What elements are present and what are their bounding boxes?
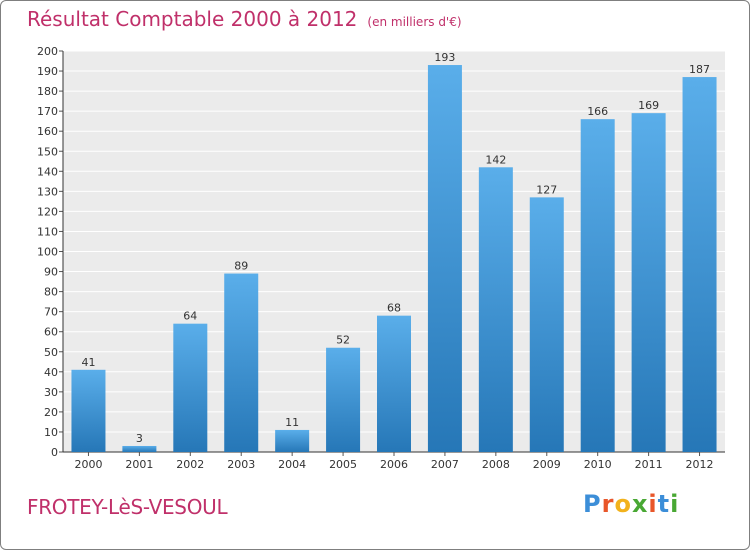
- x-tick-label: 2000: [74, 458, 102, 471]
- data-label: 166: [587, 105, 608, 118]
- x-tick-label: 2004: [278, 458, 306, 471]
- y-tick-label: 80: [44, 286, 58, 299]
- chart-title: Résultat Comptable 2000 à 2012: [27, 7, 358, 31]
- y-tick-label: 40: [44, 366, 58, 379]
- data-label: 187: [689, 63, 710, 76]
- logo-letter: r: [601, 490, 615, 518]
- data-label: 68: [387, 302, 401, 315]
- data-label: 169: [638, 99, 659, 112]
- proxiti-logo: Proxiti: [583, 490, 679, 518]
- y-tick-label: 50: [44, 346, 58, 359]
- x-tick-label: 2009: [533, 458, 561, 471]
- x-tick-label: 2012: [686, 458, 714, 471]
- x-tick-label: 2010: [584, 458, 612, 471]
- chart-subtitle: (en milliers d'€): [367, 15, 462, 29]
- x-tick-label: 2006: [380, 458, 408, 471]
- logo-letter: i: [670, 490, 680, 518]
- bar-2012: [682, 77, 717, 452]
- y-tick-label: 100: [37, 246, 58, 259]
- bar-2000: [71, 369, 106, 452]
- x-tick-label: 2003: [227, 458, 255, 471]
- y-tick-label: 10: [44, 426, 58, 439]
- data-label: 52: [336, 334, 350, 347]
- logo-letter: t: [657, 490, 671, 518]
- x-tick-label: 2001: [125, 458, 153, 471]
- y-tick-label: 160: [37, 125, 58, 138]
- data-label: 11: [285, 416, 299, 429]
- y-tick-label: 30: [44, 386, 58, 399]
- y-tick-label: 180: [37, 85, 58, 98]
- bar-2004: [275, 429, 310, 452]
- x-tick-label: 2008: [482, 458, 510, 471]
- y-tick-label: 20: [44, 406, 58, 419]
- bar-2007: [427, 65, 462, 452]
- y-tick-label: 200: [37, 45, 58, 58]
- chart-title-line: Résultat Comptable 2000 à 2012 (en millie…: [27, 7, 462, 31]
- y-tick-label: 90: [44, 266, 58, 279]
- y-tick-label: 0: [51, 446, 58, 459]
- data-label: 89: [234, 260, 248, 273]
- logo-letter: i: [648, 490, 658, 518]
- x-tick-label: 2005: [329, 458, 357, 471]
- data-label: 64: [183, 310, 197, 323]
- y-tick-label: 130: [37, 185, 58, 198]
- y-tick-label: 190: [37, 65, 58, 78]
- town-name: FROTEY-LèS-VESOUL: [27, 495, 228, 519]
- bar-2002: [173, 323, 208, 452]
- y-tick-label: 60: [44, 326, 58, 339]
- x-tick-label: 2007: [431, 458, 459, 471]
- x-tick-label: 2011: [635, 458, 663, 471]
- logo-letter: o: [614, 490, 632, 518]
- bar-2009: [529, 197, 564, 452]
- logo-letter: x: [631, 490, 649, 518]
- bar-2003: [224, 273, 259, 452]
- data-label: 3: [136, 432, 143, 445]
- data-label: 41: [81, 356, 95, 369]
- data-label: 127: [536, 183, 557, 196]
- bar-2010: [580, 119, 615, 453]
- y-tick-label: 150: [37, 145, 58, 158]
- bar-2006: [377, 315, 411, 452]
- data-label: 193: [434, 51, 455, 64]
- bar-2011: [631, 113, 666, 452]
- bar-2001: [122, 445, 157, 452]
- y-tick-label: 140: [37, 165, 58, 178]
- bar-2005: [326, 347, 361, 452]
- y-tick-label: 110: [37, 225, 58, 238]
- logo-letter: P: [583, 490, 602, 518]
- data-label: 142: [485, 153, 506, 166]
- y-tick-label: 170: [37, 105, 58, 118]
- bar-2008: [478, 167, 513, 453]
- y-tick-label: 70: [44, 306, 58, 319]
- y-tick-label: 120: [37, 205, 58, 218]
- x-tick-label: 2002: [176, 458, 204, 471]
